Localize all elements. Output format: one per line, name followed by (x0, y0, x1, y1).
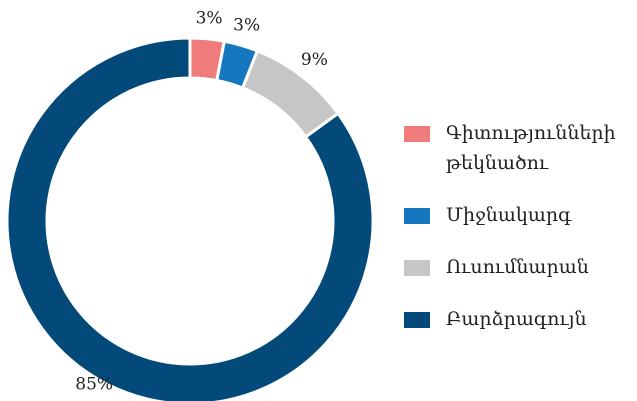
legend-label: Ուսումնարան (446, 256, 589, 278)
legend-item: Ուսումնարան (404, 252, 634, 282)
data-label: 3% (196, 8, 223, 28)
legend-swatch (404, 126, 430, 142)
legend-item: Միջնակարգ (404, 200, 634, 230)
legend-label: Միջնակարգ (446, 204, 572, 226)
data-label: 9% (301, 50, 328, 70)
slice (5, 36, 375, 401)
data-label: 3% (233, 16, 260, 36)
legend: Գիտությունների թեկնածու Միջնակարգ Ուսումնա… (404, 118, 634, 356)
data-label: 85% (75, 375, 113, 395)
legend-swatch (404, 260, 430, 276)
legend-item: Բարձրագույն (404, 304, 634, 334)
legend-swatch (404, 312, 430, 328)
legend-swatch (404, 208, 430, 224)
legend-label: Գիտությունների թեկնածու (446, 122, 616, 174)
legend-item: Գիտությունների թեկնածու (404, 118, 634, 178)
legend-label: Բարձրագույն (446, 308, 587, 330)
